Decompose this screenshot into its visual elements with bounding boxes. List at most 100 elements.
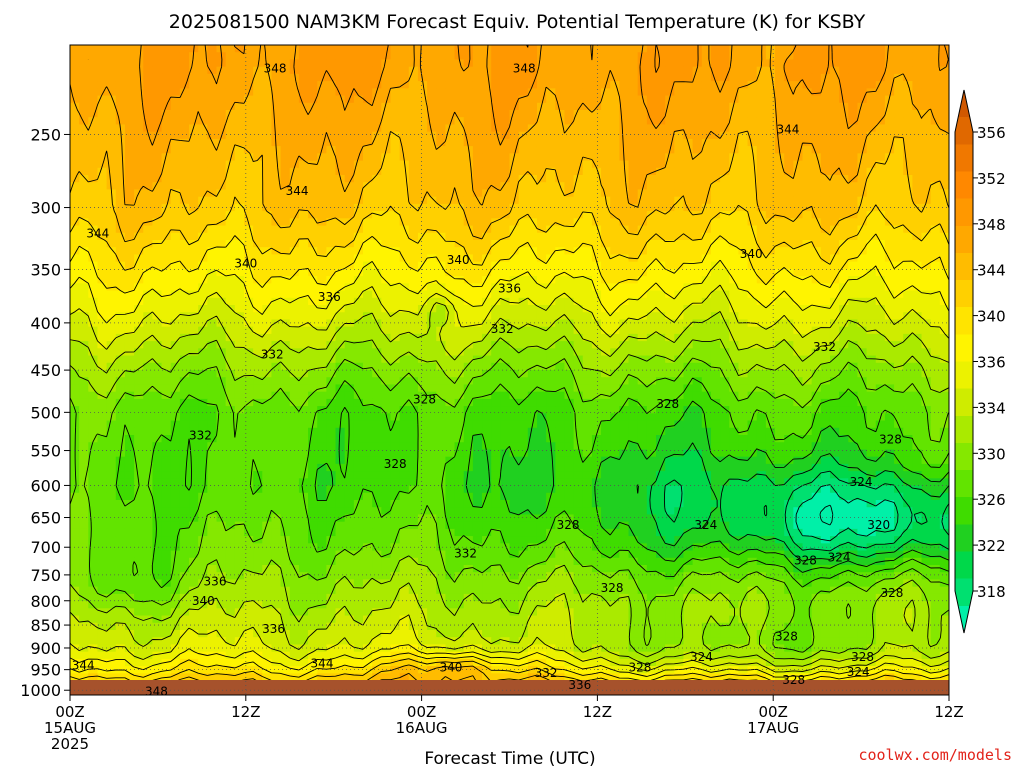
field-cell [811,305,822,313]
field-cell [839,52,849,61]
field-cell [921,138,932,147]
field-cell [500,138,511,147]
field-cell [573,95,584,104]
field-cell [170,377,181,386]
field-cell [70,297,80,306]
field-cell [436,88,447,97]
field-cell [170,160,181,169]
field-cell [472,305,483,313]
field-cell [134,146,144,154]
field-cell [912,290,923,299]
field-cell [894,189,904,198]
field-cell [665,333,675,342]
field-cell [234,384,245,393]
field-cell [710,95,721,104]
field-cell [280,175,291,183]
field-cell [811,225,822,234]
field-cell [729,312,740,321]
field-cell [198,153,208,162]
field-cell [500,110,511,118]
field-cell [601,218,611,227]
field-cell [472,377,483,386]
field-cell [765,59,776,68]
field-cell [509,189,520,198]
field-cell [866,102,877,111]
field-cell [243,384,254,393]
field-cell [875,124,886,133]
field-cell [839,312,849,321]
field-cell [143,341,154,349]
field-cell [939,240,949,248]
field-cell [738,391,749,400]
field-cell [610,81,620,89]
field-cell [903,110,913,118]
field-cell [491,138,501,147]
field-cell [500,189,511,198]
field-cell [692,312,703,321]
field-cell [134,333,144,342]
field-cell [848,182,859,191]
field-cell [463,153,474,162]
field-cell [353,247,364,256]
field-cell [207,196,218,205]
field-cell [527,189,538,198]
field-cell [903,73,913,82]
field-cell [454,254,465,263]
field-cell [353,66,364,75]
field-cell [491,52,501,61]
field-cell [656,290,666,299]
field-cell [747,95,758,104]
field-cell [738,362,749,371]
field-cell [472,312,483,321]
field-cell [683,240,694,248]
field-cell [765,290,776,299]
field-cell [216,110,227,118]
field-cell [720,66,730,75]
field-cell [271,203,282,212]
field-cell [179,175,190,183]
field-cell [253,333,263,342]
field-cell [765,362,776,371]
field-cell [628,283,639,292]
field-cell [436,268,447,277]
field-cell [536,203,547,212]
field-cell [601,413,611,422]
field-cell [848,413,859,422]
field-cell [124,232,135,241]
field-cell [143,211,154,219]
field-cell [775,305,785,313]
field-cell [198,305,208,313]
field-cell [317,131,327,140]
field-cell [839,254,849,263]
field-cell [930,413,941,422]
field-cell [683,124,694,133]
field-cell [784,102,794,111]
field-cell [399,348,410,357]
field-cell [372,138,382,147]
field-cell [372,355,382,364]
field-cell [674,73,685,82]
field-cell [857,362,868,371]
field-cell [866,167,877,176]
field-cell [253,377,263,386]
field-cell [262,254,273,263]
field-cell [756,348,767,357]
field-cell [802,153,813,162]
field-cell [683,398,694,407]
field-cell [152,232,163,241]
field-cell [884,52,895,61]
field-cell [875,326,886,335]
field-cell [262,391,273,400]
field-cell [729,211,740,219]
field-cell [701,319,712,328]
field-cell [399,182,410,191]
field-cell [564,131,575,140]
field-cell [903,261,913,270]
field-cell [866,268,877,277]
field-cell [573,182,584,191]
field-cell [555,124,566,133]
field-cell [124,81,135,89]
field-cell [903,377,913,386]
field-cell [747,268,758,277]
field-cell [829,211,840,219]
